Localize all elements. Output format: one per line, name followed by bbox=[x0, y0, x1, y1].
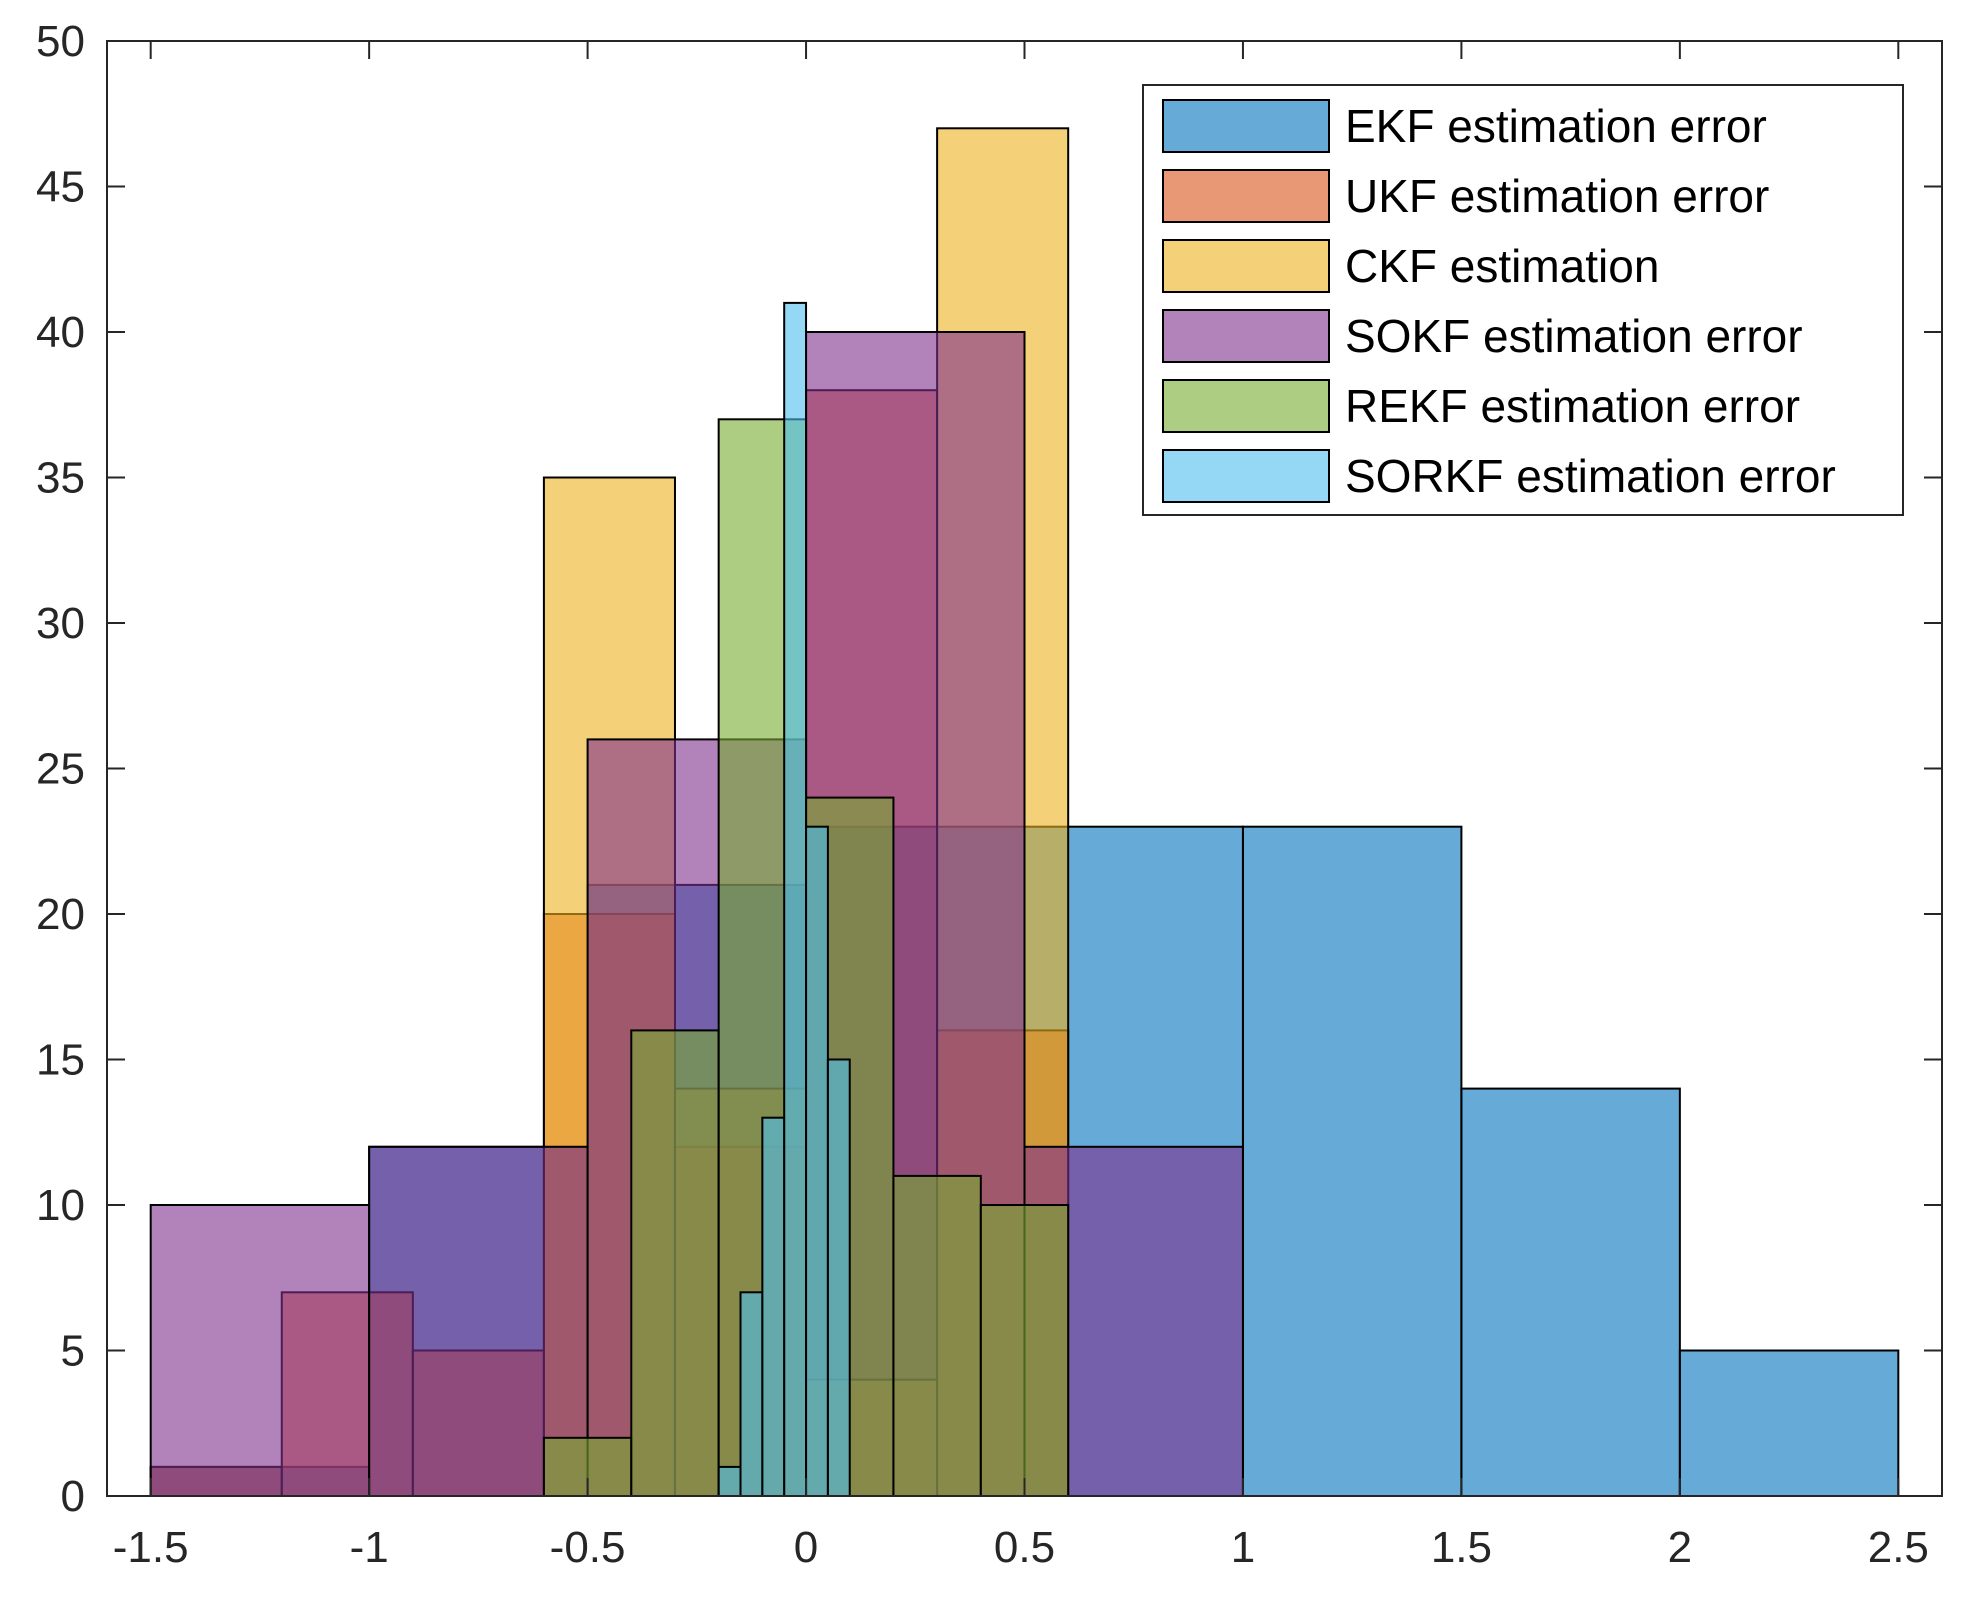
histogram-bar bbox=[761, 1116, 786, 1497]
legend-label: UKF estimation error bbox=[1345, 170, 1769, 222]
legend-swatch bbox=[1162, 239, 1330, 293]
histogram-bar bbox=[149, 1204, 371, 1497]
y-tick-label: 5 bbox=[61, 1327, 85, 1376]
histogram-bars bbox=[149, 127, 1900, 1498]
legend-label: REKF estimation error bbox=[1345, 380, 1800, 432]
y-tick-label: 45 bbox=[36, 163, 85, 212]
y-tick-label: 40 bbox=[36, 308, 85, 357]
legend-swatch bbox=[1162, 379, 1330, 433]
legend-item: SOKF estimation error bbox=[1162, 309, 1803, 363]
legend-label: CKF estimation bbox=[1345, 240, 1659, 292]
y-tick-label: 50 bbox=[36, 17, 85, 66]
x-tick-label: 0.5 bbox=[994, 1523, 1055, 1572]
legend-item: REKF estimation error bbox=[1162, 379, 1800, 433]
legend-items: EKF estimation error UKF estimation error… bbox=[1162, 99, 1836, 503]
x-tick-label: -1 bbox=[350, 1523, 389, 1572]
y-axis-ticks: 0 5 10 15 20 25 30 35 40 45 50 bbox=[36, 17, 1942, 1521]
histogram-bar bbox=[979, 1204, 1070, 1497]
legend-box bbox=[1142, 84, 1904, 516]
histogram-bar bbox=[783, 301, 808, 1497]
y-tick-label: 35 bbox=[36, 454, 85, 503]
legend-item: UKF estimation error bbox=[1162, 169, 1769, 223]
x-tick-label: 1 bbox=[1231, 1523, 1255, 1572]
x-tick-label: 0 bbox=[794, 1523, 818, 1572]
legend-label: SOKF estimation error bbox=[1345, 310, 1803, 362]
legend-label: EKF estimation error bbox=[1345, 100, 1767, 152]
histogram-bar bbox=[826, 1058, 851, 1497]
histogram-bar bbox=[892, 1174, 982, 1498]
legend-swatch bbox=[1162, 449, 1330, 503]
x-axis-ticks: -1.5 -1 -0.5 0 0.5 1 1.5 2 2.5 bbox=[113, 41, 1929, 1572]
x-tick-label: -1.5 bbox=[113, 1523, 189, 1572]
x-tick-label: -0.5 bbox=[550, 1523, 626, 1572]
legend-swatch bbox=[1162, 309, 1330, 363]
legend-swatch bbox=[1162, 99, 1330, 153]
x-tick-label: 2.5 bbox=[1868, 1523, 1929, 1572]
histogram-bar bbox=[739, 1291, 764, 1498]
histogram-bar bbox=[630, 1029, 720, 1498]
legend-item: CKF estimation bbox=[1162, 239, 1659, 293]
x-tick-label: 2 bbox=[1668, 1523, 1692, 1572]
legend-item: EKF estimation error bbox=[1162, 99, 1767, 153]
x-tick-label: 1.5 bbox=[1431, 1523, 1492, 1572]
histogram-bar bbox=[1241, 825, 1463, 1497]
legend-swatch bbox=[1162, 169, 1330, 223]
histogram-bar bbox=[805, 825, 829, 1497]
y-tick-label: 0 bbox=[61, 1472, 85, 1521]
y-tick-label: 25 bbox=[36, 745, 85, 794]
legend: EKF estimation error UKF estimation error… bbox=[1142, 84, 1904, 516]
histogram-bar bbox=[1678, 1349, 1900, 1497]
y-tick-label: 30 bbox=[36, 599, 85, 648]
y-tick-label: 15 bbox=[36, 1036, 85, 1085]
histogram-bar bbox=[1460, 1087, 1681, 1497]
histogram-bar bbox=[717, 1465, 742, 1498]
y-tick-label: 20 bbox=[36, 890, 85, 939]
y-tick-label: 10 bbox=[36, 1181, 85, 1230]
legend-label: SORKF estimation error bbox=[1345, 450, 1836, 502]
legend-item: SORKF estimation error bbox=[1162, 449, 1836, 503]
